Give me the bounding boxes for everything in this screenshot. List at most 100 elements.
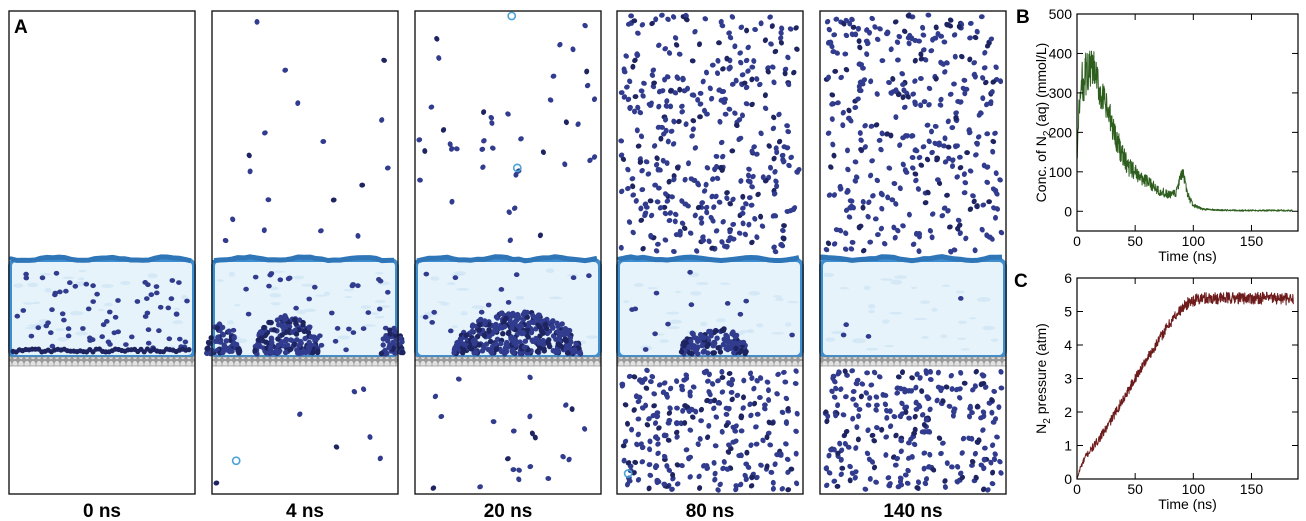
gas-molecule	[975, 134, 982, 140]
gas-molecule	[961, 77, 968, 83]
gas-molecule	[704, 209, 710, 216]
liquid-texture	[863, 285, 871, 291]
liquid-texture	[173, 307, 181, 310]
dissolved-molecule	[865, 334, 872, 339]
gas-molecule	[700, 237, 707, 244]
x-tick-label: 50	[1127, 481, 1143, 497]
gas-molecule	[957, 470, 964, 477]
gas-molecule	[648, 379, 654, 385]
gas-molecule	[990, 469, 996, 476]
gas-molecule	[230, 216, 236, 223]
gas-molecule	[866, 456, 873, 463]
gas-molecule	[869, 432, 876, 438]
gas-molecule	[916, 248, 922, 255]
y-tick-label: 3	[1064, 371, 1072, 387]
gas-molecule	[757, 394, 763, 401]
nucleus-molecule	[252, 347, 258, 354]
gas-molecule	[862, 144, 868, 150]
gas-molecule	[662, 237, 669, 243]
gas-molecule	[706, 423, 712, 429]
gas-molecule	[751, 58, 757, 64]
gas-molecule	[297, 411, 303, 417]
gas-molecule	[990, 419, 997, 425]
gas-molecule	[247, 168, 253, 175]
gas-molecule	[570, 46, 576, 53]
gas-molecule	[955, 217, 962, 223]
liquid-texture	[775, 297, 784, 302]
nucleus-molecule	[713, 328, 719, 334]
snapshot-panel: 80 ns	[616, 10, 804, 521]
liquid-texture	[375, 271, 384, 275]
gas-molecule	[978, 462, 985, 468]
gas-molecule	[926, 85, 933, 92]
gas-molecule	[967, 35, 973, 41]
liquid-texture	[97, 308, 105, 312]
gas-molecule	[723, 411, 730, 417]
gas-molecule	[982, 384, 989, 390]
gas-molecule	[658, 135, 664, 142]
gas-molecule	[773, 145, 779, 152]
gas-molecule	[899, 369, 906, 376]
gas-molecule	[705, 434, 711, 441]
gas-molecule	[683, 17, 690, 23]
y-tick-label: 400	[1049, 45, 1073, 61]
gas-molecule	[729, 14, 736, 20]
gas-molecule	[747, 401, 753, 408]
gas-molecule	[690, 384, 697, 390]
gas-molecule	[741, 377, 747, 384]
gas-molecule	[884, 131, 890, 137]
gas-molecule	[629, 176, 636, 182]
gas-molecule	[697, 90, 704, 96]
gas-molecule	[835, 100, 841, 106]
gas-molecule	[905, 13, 912, 19]
liquid-texture	[228, 271, 236, 277]
gas-molecule	[984, 131, 991, 137]
gas-molecule	[913, 406, 920, 412]
gas-molecule	[680, 76, 686, 83]
liquid-texture	[865, 347, 879, 351]
nucleus-molecule	[498, 340, 504, 347]
dissolved-molecule	[35, 325, 42, 331]
gas-molecule	[646, 416, 652, 422]
nucleus-molecule	[536, 340, 542, 346]
liquid-texture	[786, 300, 799, 304]
gas-molecule	[666, 217, 673, 224]
nucleus-molecule	[282, 338, 288, 344]
gas-molecule	[742, 231, 748, 238]
gas-molecule	[983, 79, 989, 86]
dissolved-molecule	[448, 328, 454, 334]
gas-molecule	[674, 378, 680, 384]
gas-molecule	[902, 472, 909, 478]
gas-molecule	[918, 75, 924, 82]
liquid-texture	[647, 287, 659, 290]
gas-molecule	[771, 191, 778, 197]
gas-molecule	[695, 204, 702, 211]
gas-molecule	[767, 14, 773, 20]
dissolved-molecule	[129, 334, 135, 340]
gas-molecule	[730, 196, 736, 203]
gas-molecule	[986, 199, 992, 205]
gas-molecule	[625, 185, 631, 192]
y-tick-label: 0	[1064, 203, 1072, 219]
gas-molecule	[828, 164, 834, 170]
gas-molecule	[646, 462, 653, 468]
snapshot-frame	[8, 10, 196, 495]
gas-molecule	[935, 177, 941, 183]
gas-molecule	[794, 46, 800, 52]
liquid-texture	[675, 290, 682, 294]
liquid-texture	[22, 302, 36, 305]
gas-molecule	[739, 210, 746, 216]
gas-molecule	[674, 462, 681, 468]
nucleus-molecule	[226, 328, 232, 334]
gas-molecule	[675, 75, 681, 81]
gas-molecule	[770, 485, 776, 492]
gas-molecule	[661, 481, 668, 487]
gas-molecule	[922, 480, 929, 487]
gas-molecule	[976, 112, 982, 118]
gas-molecule	[889, 197, 896, 203]
nucleus-molecule	[503, 315, 509, 321]
gas-molecule	[831, 394, 838, 400]
gas-molecule	[774, 183, 780, 190]
gas-molecule	[619, 383, 626, 389]
dissolved-molecule	[169, 278, 176, 283]
